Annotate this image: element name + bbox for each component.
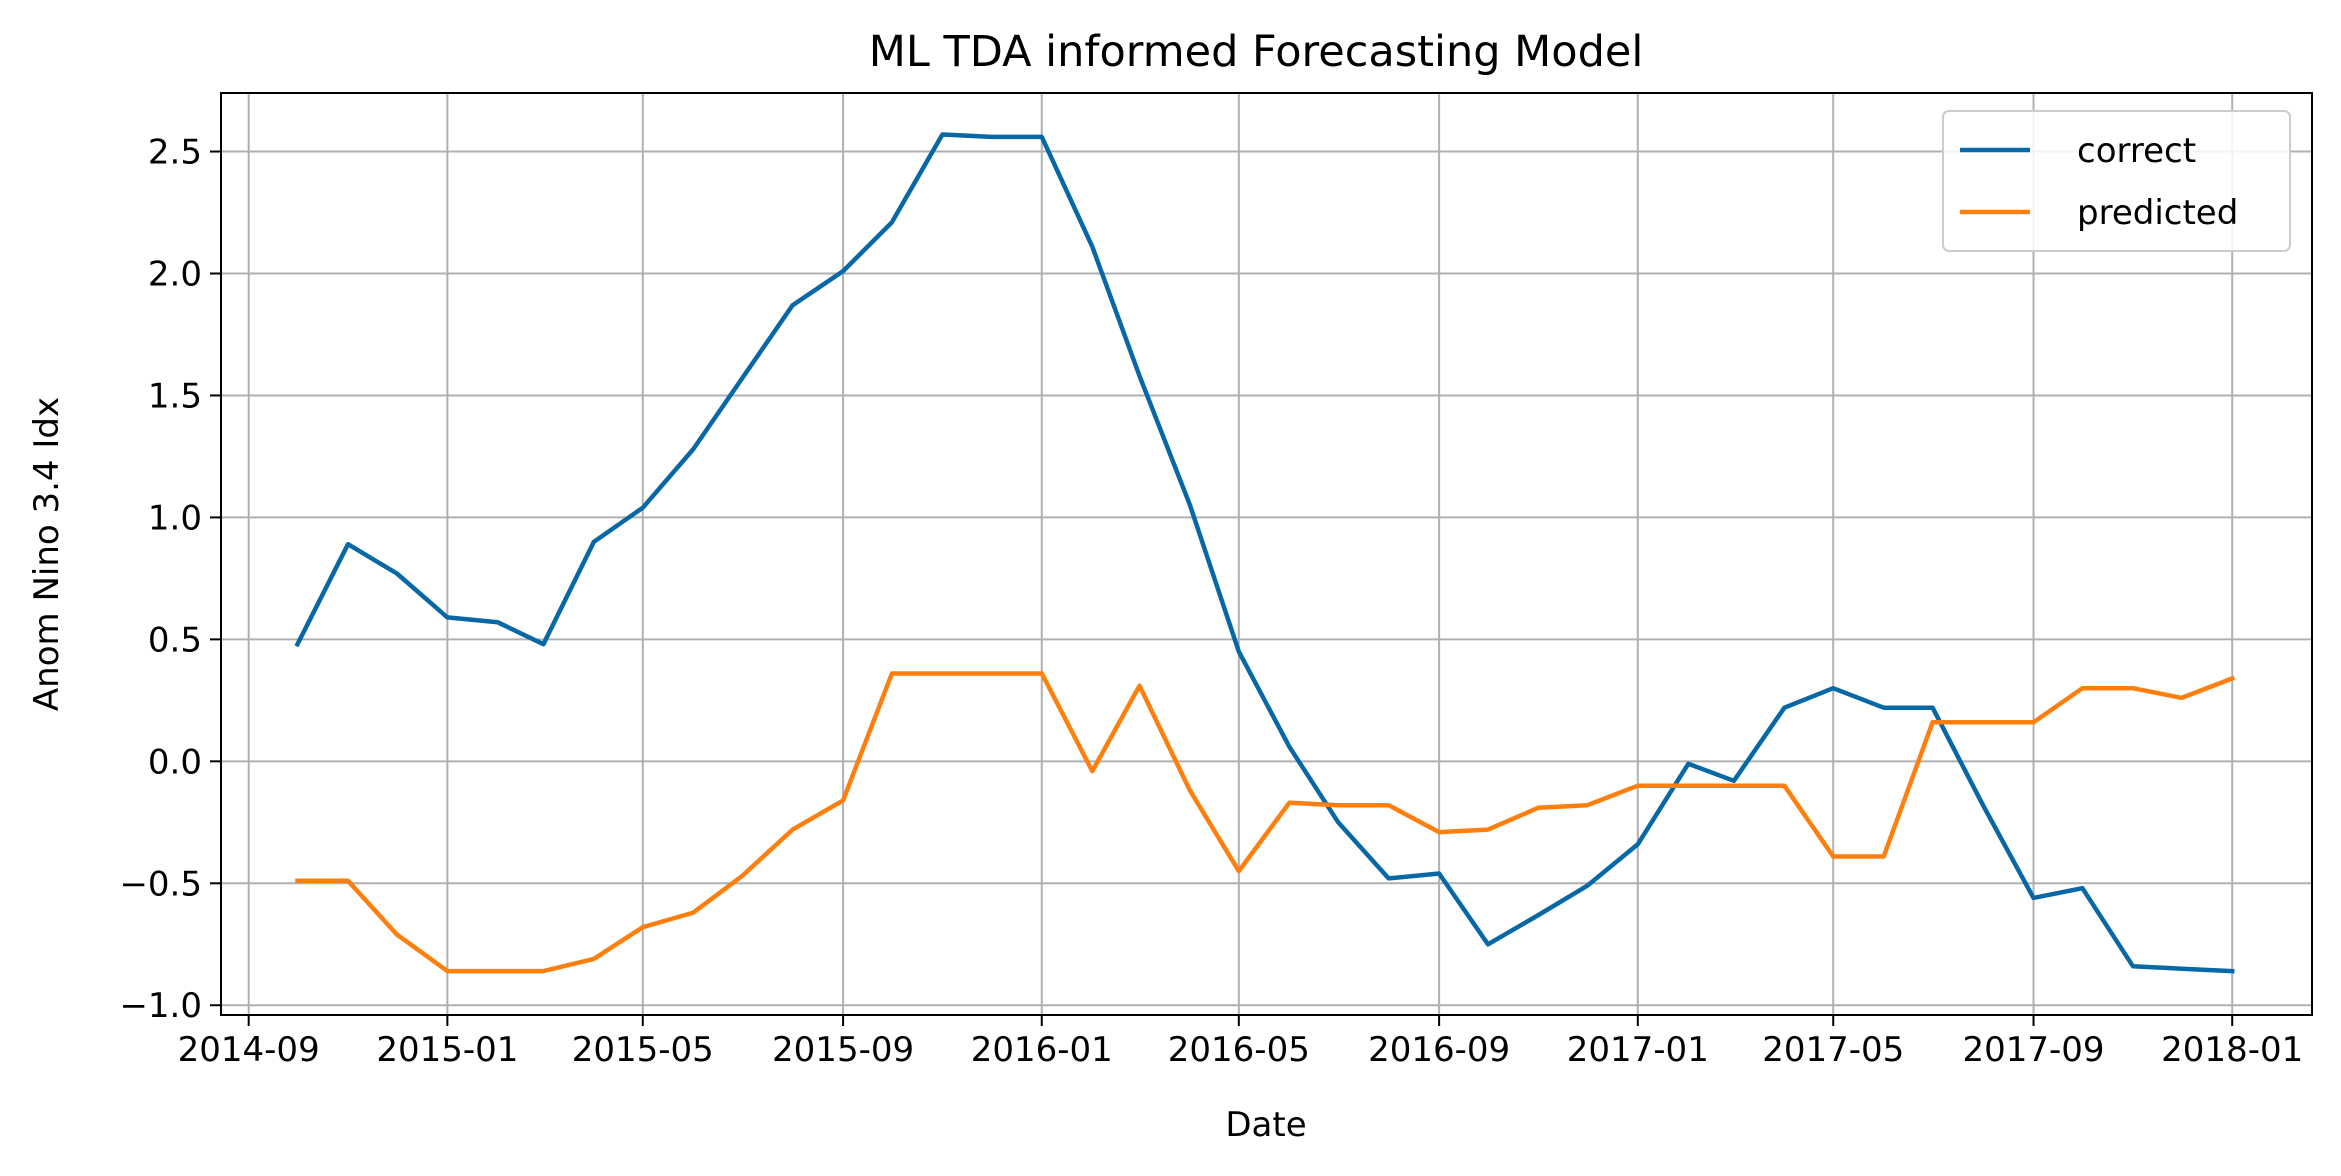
y-tick-label: 1.5 xyxy=(148,376,202,416)
x-tick-label: 2017-05 xyxy=(1762,1030,1904,1070)
y-tick-label: −1.0 xyxy=(119,986,202,1026)
x-tick-label: 2014-09 xyxy=(178,1030,320,1070)
y-tick-label: 1.0 xyxy=(148,498,202,538)
y-tick-label: 0.5 xyxy=(148,620,202,660)
y-axis-label: Anom Nino 3.4 Idx xyxy=(27,397,67,711)
x-tick-label: 2015-05 xyxy=(572,1030,714,1070)
legend: correct predicted xyxy=(1942,110,2291,252)
legend-box xyxy=(1942,110,2291,252)
x-tick-label: 2016-01 xyxy=(971,1030,1113,1070)
series-layer xyxy=(294,132,2236,974)
chart-title: ML TDA informed Forecasting Model xyxy=(869,27,1644,77)
legend-label-correct: correct xyxy=(2077,131,2196,171)
x-axis-label: Date xyxy=(1225,1105,1306,1145)
y-axis: −1.0 −0.5 0.0 0.5 1.0 1.5 2.0 2.5 xyxy=(119,133,221,1026)
x-tick-label: 2018-01 xyxy=(2161,1030,2303,1070)
plot-frame xyxy=(220,92,2313,1016)
y-tick-label: 2.0 xyxy=(148,254,202,294)
x-tick-label: 2017-09 xyxy=(1962,1030,2104,1070)
legend-label-predicted: predicted xyxy=(2077,193,2238,233)
x-tick-label: 2015-01 xyxy=(376,1030,518,1070)
x-tick-label: 2017-01 xyxy=(1567,1030,1709,1070)
series-line-correct xyxy=(294,132,2235,974)
x-axis: 2014-09 2015-01 2015-05 2015-09 2016-01 2016-… xyxy=(178,1015,2303,1070)
x-tick-label: 2016-05 xyxy=(1168,1030,1310,1070)
x-tick-label: 2016-09 xyxy=(1368,1030,1510,1070)
y-tick-label: 2.5 xyxy=(148,133,202,173)
x-tick-label: 2015-09 xyxy=(772,1030,914,1070)
series-line-predicted xyxy=(295,671,2236,974)
y-tick-label: 0.0 xyxy=(148,742,202,782)
y-tick-label: −0.5 xyxy=(119,864,202,904)
